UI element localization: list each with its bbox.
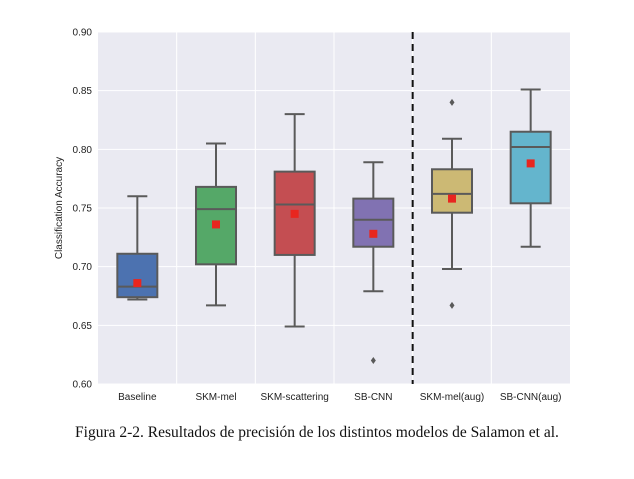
- box-skm-mel-aug-: [431, 98, 473, 309]
- y-tick-label: 0.65: [73, 321, 93, 332]
- box-baseline: [116, 195, 159, 301]
- y-axis: 0.60 0.65 0.70 0.75 0.80 0.85 0.90: [73, 28, 93, 391]
- y-tick-label: 0.90: [73, 28, 93, 39]
- figure-caption: Figura 2-2. Resultados de precisión de l…: [75, 424, 559, 441]
- mean-marker: [526, 159, 535, 168]
- box-skm-mel: [195, 142, 237, 307]
- mean-marker: [212, 220, 220, 229]
- outlier-point: [449, 98, 455, 106]
- y-tick-label: 0.75: [73, 204, 93, 215]
- boxes-group: [116, 32, 552, 384]
- x-tick-label: Baseline: [118, 392, 157, 403]
- outlier-point: [370, 357, 376, 365]
- x-tick-label: SB-CNN(aug): [500, 392, 562, 403]
- x-axis: Baseline SKM-mel SKM-scattering SB-CNN SKM-m…: [118, 392, 561, 403]
- x-tick-label: SKM-scattering: [260, 392, 328, 403]
- y-tick-label: 0.70: [73, 262, 93, 273]
- mean-marker: [133, 279, 142, 288]
- x-tick-label: SKM-mel: [195, 392, 236, 403]
- box-iqr: [352, 197, 395, 248]
- outlier-point: [449, 301, 455, 309]
- box-iqr: [116, 252, 159, 299]
- x-tick-label: SB-CNN: [354, 392, 392, 403]
- box-sb-cnn-aug-: [509, 88, 552, 248]
- box-skm-scattering: [273, 113, 316, 328]
- box-plot-chart: 0.60 0.65 0.70 0.75 0.80 0.85 0.90 Baseline SKM…: [54, 28, 570, 403]
- box-sb-cnn: [352, 161, 395, 365]
- box-iqr: [509, 130, 552, 205]
- mean-marker: [369, 229, 378, 238]
- y-tick-label: 0.85: [73, 86, 93, 97]
- y-tick-label: 0.60: [73, 380, 93, 391]
- mean-marker: [448, 194, 456, 203]
- x-tick-label: SKM-mel(aug): [420, 392, 484, 403]
- y-tick-label: 0.80: [73, 145, 93, 156]
- box-iqr: [431, 168, 473, 214]
- y-axis-label: Classification Accuracy: [54, 157, 65, 259]
- mean-marker: [290, 209, 299, 218]
